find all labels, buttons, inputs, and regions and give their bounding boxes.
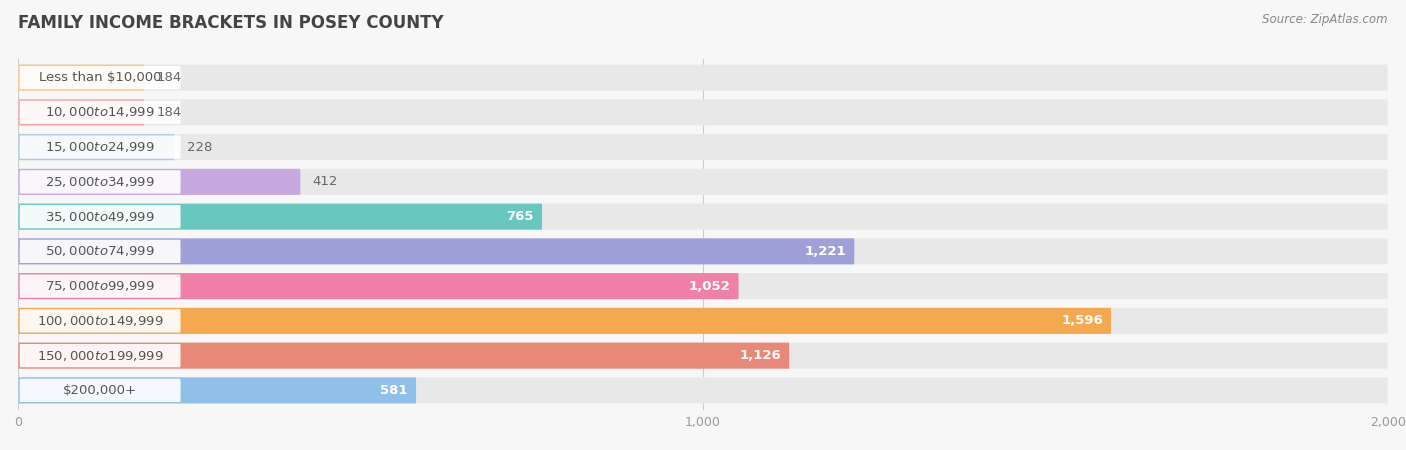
FancyBboxPatch shape (20, 344, 180, 367)
Text: 1,126: 1,126 (740, 349, 782, 362)
Text: 184: 184 (156, 106, 181, 119)
FancyBboxPatch shape (20, 170, 180, 194)
Text: $100,000 to $149,999: $100,000 to $149,999 (37, 314, 163, 328)
FancyBboxPatch shape (20, 240, 180, 263)
Text: 765: 765 (506, 210, 534, 223)
FancyBboxPatch shape (20, 66, 180, 89)
Text: 1,052: 1,052 (689, 279, 730, 292)
Text: 412: 412 (312, 176, 337, 189)
FancyBboxPatch shape (20, 135, 180, 159)
Text: 1,596: 1,596 (1062, 315, 1102, 328)
Text: 1,221: 1,221 (804, 245, 846, 258)
Text: $10,000 to $14,999: $10,000 to $14,999 (45, 105, 155, 119)
Text: Source: ZipAtlas.com: Source: ZipAtlas.com (1263, 14, 1388, 27)
Text: $75,000 to $99,999: $75,000 to $99,999 (45, 279, 155, 293)
FancyBboxPatch shape (18, 99, 145, 126)
FancyBboxPatch shape (18, 378, 1388, 403)
FancyBboxPatch shape (18, 238, 855, 265)
FancyBboxPatch shape (18, 342, 1388, 369)
Text: $200,000+: $200,000+ (63, 384, 138, 397)
Text: 228: 228 (187, 140, 212, 153)
FancyBboxPatch shape (18, 203, 1388, 230)
FancyBboxPatch shape (18, 169, 1388, 195)
FancyBboxPatch shape (18, 134, 174, 160)
Text: FAMILY INCOME BRACKETS IN POSEY COUNTY: FAMILY INCOME BRACKETS IN POSEY COUNTY (18, 14, 444, 32)
Text: 184: 184 (156, 71, 181, 84)
FancyBboxPatch shape (18, 203, 543, 230)
FancyBboxPatch shape (18, 99, 1388, 126)
FancyBboxPatch shape (20, 274, 180, 298)
FancyBboxPatch shape (18, 378, 416, 403)
FancyBboxPatch shape (18, 308, 1111, 334)
Text: 581: 581 (381, 384, 408, 397)
FancyBboxPatch shape (18, 342, 789, 369)
FancyBboxPatch shape (18, 273, 1388, 299)
Text: $150,000 to $199,999: $150,000 to $199,999 (37, 349, 163, 363)
Text: $25,000 to $34,999: $25,000 to $34,999 (45, 175, 155, 189)
FancyBboxPatch shape (18, 238, 1388, 265)
FancyBboxPatch shape (18, 65, 1388, 90)
FancyBboxPatch shape (18, 308, 1388, 334)
FancyBboxPatch shape (20, 379, 180, 402)
FancyBboxPatch shape (18, 65, 145, 90)
FancyBboxPatch shape (20, 101, 180, 124)
Text: Less than $10,000: Less than $10,000 (39, 71, 162, 84)
FancyBboxPatch shape (18, 273, 738, 299)
FancyBboxPatch shape (18, 169, 301, 195)
FancyBboxPatch shape (20, 309, 180, 333)
FancyBboxPatch shape (20, 205, 180, 228)
Text: $50,000 to $74,999: $50,000 to $74,999 (45, 244, 155, 258)
Text: $35,000 to $49,999: $35,000 to $49,999 (45, 210, 155, 224)
FancyBboxPatch shape (18, 134, 1388, 160)
Text: $15,000 to $24,999: $15,000 to $24,999 (45, 140, 155, 154)
